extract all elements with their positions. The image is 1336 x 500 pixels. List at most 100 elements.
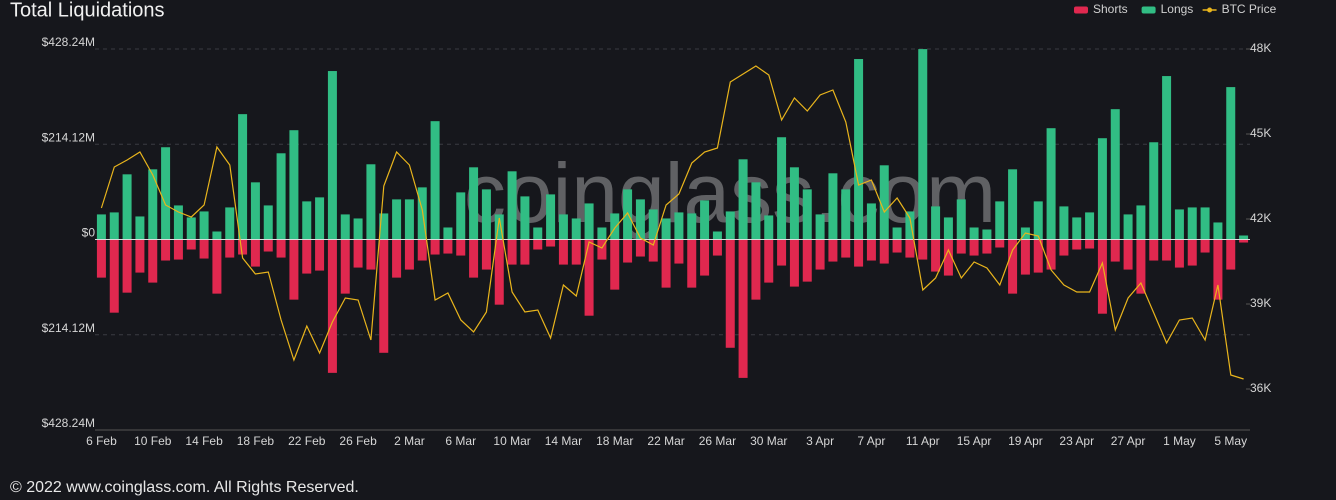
x-tick-label: 22 Mar: [647, 434, 684, 448]
bar: [148, 169, 158, 240]
x-tick-label: 5 May: [1214, 434, 1247, 448]
bar: [712, 239, 722, 256]
x-tick-label: 22 Feb: [288, 434, 326, 448]
bar: [1200, 239, 1210, 253]
x-tick-label: 14 Mar: [545, 434, 582, 448]
bar: [302, 201, 312, 240]
bar: [687, 213, 697, 240]
bar: [1008, 169, 1018, 240]
bar: [289, 239, 299, 300]
bar: [610, 239, 620, 290]
x-tick-label: 18 Feb: [237, 434, 275, 448]
x-tick-label: 26 Mar: [699, 434, 736, 448]
bar: [571, 218, 581, 240]
bar: [1187, 239, 1197, 266]
bar: [712, 231, 722, 240]
bar: [469, 167, 479, 240]
bar: [1149, 239, 1159, 261]
bar: [238, 239, 248, 255]
bar: [238, 114, 248, 240]
bar: [687, 239, 697, 288]
bar: [892, 227, 902, 240]
bar: [584, 239, 594, 316]
bar: [289, 130, 299, 240]
bar: [327, 239, 337, 373]
x-tick-label: 1 May: [1163, 434, 1196, 448]
bar: [584, 203, 594, 240]
bar: [404, 199, 414, 240]
bar: [520, 196, 530, 240]
bar: [982, 239, 992, 254]
bar: [1033, 201, 1043, 240]
y-tick-label: $214.12M: [42, 130, 95, 144]
bar: [866, 203, 876, 240]
bar: [212, 231, 222, 240]
bar: [918, 49, 928, 240]
bar: [1008, 239, 1018, 294]
bar: [905, 239, 915, 258]
bar: [995, 239, 1005, 248]
bar: [854, 239, 864, 267]
bar: [443, 239, 453, 254]
bar: [96, 214, 106, 240]
bar: [700, 200, 710, 240]
legend: Shorts Longs BTC Price: [1074, 2, 1277, 16]
bar: [430, 239, 440, 255]
bar: [982, 229, 992, 240]
bar: [1046, 128, 1056, 240]
x-tick-label: 10 Feb: [134, 434, 172, 448]
bar: [854, 59, 864, 240]
bar: [918, 239, 928, 260]
bar: [507, 171, 517, 240]
bar: [481, 189, 491, 240]
bar: [1097, 239, 1107, 314]
y2-tick-label: 39K: [1250, 296, 1271, 310]
bar: [148, 239, 158, 283]
bar: [764, 215, 774, 240]
bar: [276, 153, 286, 240]
x-tick-label: 27 Apr: [1111, 434, 1146, 448]
bar: [186, 217, 196, 240]
x-tick-label: 18 Mar: [596, 434, 633, 448]
bar: [173, 239, 183, 260]
bar: [738, 239, 748, 378]
bar: [1123, 239, 1133, 270]
bar: [623, 239, 633, 263]
bar: [1239, 235, 1249, 240]
bar: [943, 239, 953, 276]
bar: [558, 214, 568, 240]
legend-label: BTC Price: [1222, 2, 1277, 16]
bar: [1239, 239, 1249, 243]
bar: [1110, 109, 1120, 240]
bar: [738, 159, 748, 240]
legend-swatch: [1141, 6, 1156, 14]
bar: [777, 137, 787, 240]
bar: [879, 165, 889, 240]
bar: [456, 192, 466, 240]
bar: [661, 218, 671, 240]
bar: [1123, 214, 1133, 240]
x-tick-label: 10 Mar: [493, 434, 530, 448]
y2-tick-label: 48K: [1250, 41, 1271, 55]
bar: [892, 239, 902, 253]
bar: [353, 218, 363, 240]
bar: [1059, 239, 1069, 256]
bar: [1033, 239, 1043, 273]
bar: [276, 239, 286, 258]
bar: [905, 211, 915, 240]
bar: [199, 239, 209, 259]
bar: [507, 239, 517, 265]
bar: [1136, 239, 1146, 294]
legend-label: Shorts: [1093, 2, 1128, 16]
y-tick-label: $428.24M: [42, 35, 95, 49]
bar: [366, 239, 376, 270]
x-tick-label: 14 Feb: [185, 434, 223, 448]
bar: [969, 239, 979, 256]
bar: [751, 239, 761, 300]
bar: [417, 239, 427, 261]
bar: [879, 239, 889, 264]
bar: [1162, 76, 1172, 240]
x-tick-label: 19 Apr: [1008, 434, 1043, 448]
y-tick-label: $428.24M: [42, 416, 95, 430]
